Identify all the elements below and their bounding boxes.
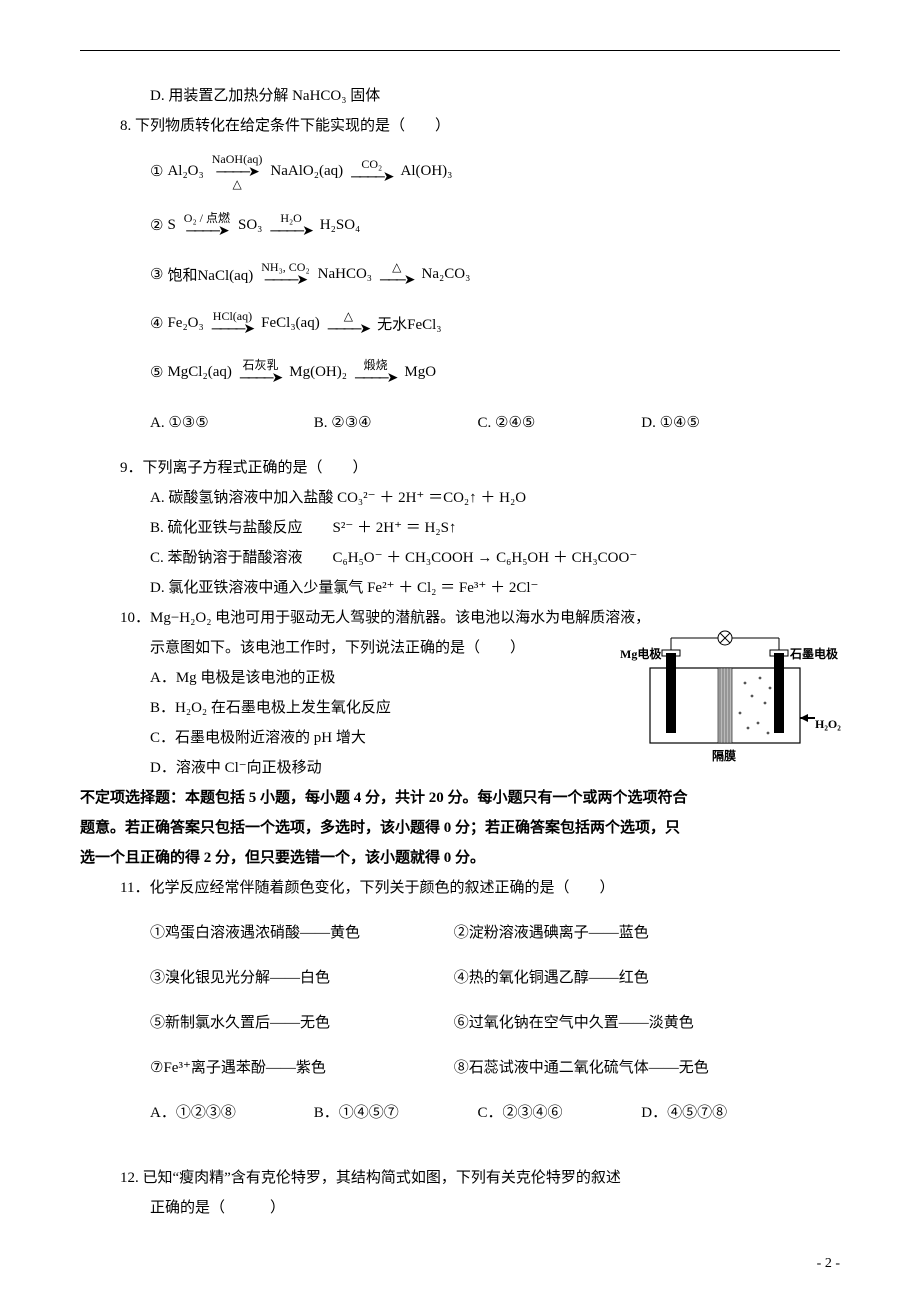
q11-stem: 11．化学反应经常伴随着颜色变化，下列关于颜色的叙述正确的是（ ） <box>80 873 840 903</box>
q7-option-d: D. 用装置乙加热分解 NaHCO₃ 固体 <box>80 81 840 111</box>
label-h2o2: H₂O₂ <box>815 717 841 731</box>
q8-reaction-5: ⑤ MgCl₂(aq) 石灰乳 ────➤ Mg(OH)₂ 煅烧 ────➤ M… <box>80 359 840 386</box>
q9-opt-b: B. 硫化亚铁与盐酸反应 S²⁻ ＋ 2H⁺ ＝ H₂S↑ <box>80 513 840 543</box>
q11-item-1: ①鸡蛋白溶液遇浓硝酸——黄色 <box>150 918 450 948</box>
q8-reaction-4: ④ Fe₂O₃ HCl(aq) ────➤ FeCl₃(aq) △ ────➤ … <box>80 310 840 337</box>
q11-row3: ⑤新制氯水久置后——无色 ⑥过氧化钠在空气中久置——淡黄色 <box>80 1008 840 1038</box>
q8-reaction-1: ① Al₂O₃ NaOH(aq) ────➤ △ NaAlO₂(aq) CO₂ … <box>80 153 840 190</box>
species: MgCl₂(aq) <box>167 364 231 381</box>
species: NaAlO₂(aq) <box>270 163 343 180</box>
species: 饱和NaCl(aq) <box>167 264 253 285</box>
q8-opt-b: B. ②③④ <box>314 408 474 438</box>
q12-line2: 正确的是（ ） <box>80 1193 840 1223</box>
page: D. 用装置乙加热分解 NaHCO₃ 固体 8. 下列物质转化在给定条件下能实现… <box>0 0 920 1302</box>
q8-reaction-2: ② S O₂ / 点燃 ────➤ SO₃ H₂O ────➤ H₂SO₄ <box>80 212 840 239</box>
arrow-icon: △ ───➤ <box>380 261 414 288</box>
arrow-icon: NH₃, CO₂ ────➤ <box>261 261 309 288</box>
circ-4: ④ <box>150 314 163 333</box>
arrow-icon: 煅烧 ────➤ <box>355 359 396 386</box>
species: FeCl₃(aq) <box>261 315 320 332</box>
instruction-line3: 选一个且正确的得 2 分，但只要选错一个，该小题就得 0 分。 <box>80 843 840 873</box>
spacer <box>80 1143 840 1163</box>
top-rule <box>80 50 840 51</box>
q8-opt-a: A. ①③⑤ <box>150 408 310 438</box>
q11-opt-d: D．④⑤⑦⑧ <box>641 1098 801 1128</box>
species: Al(OH)₃ <box>401 163 453 180</box>
species: H₂SO₄ <box>320 217 360 234</box>
species: NaHCO₃ <box>318 266 372 283</box>
q11-row4: ⑦Fe³⁺离子遇苯酚——紫色 ⑧石蕊试液中通二氧化硫气体——无色 <box>80 1053 840 1083</box>
q11-opt-b: B．①④⑤⑦ <box>314 1098 474 1128</box>
circ-1: ① <box>150 162 163 181</box>
arrow-icon: HCl(aq) ────➤ <box>212 310 253 337</box>
arrow-icon: △ ────➤ <box>328 310 369 337</box>
arrow-icon: O₂ / 点燃 ────➤ <box>184 212 230 239</box>
species: Fe₂O₃ <box>167 315 203 332</box>
q11-item-6: ⑥过氧化钠在空气中久置——淡黄色 <box>454 1008 694 1038</box>
arrow-icon: NaOH(aq) ────➤ △ <box>212 153 263 190</box>
q11-opt-c: C．②③④⑥ <box>478 1098 638 1128</box>
q9-stem: 9．下列离子方程式正确的是（ ） <box>80 453 840 483</box>
q8-opt-d: D. ①④⑤ <box>641 408 801 438</box>
q11-item-8: ⑧石蕊试液中通二氧化硫气体——无色 <box>454 1053 709 1083</box>
instruction-line1: 不定项选择题：本题包括 5 小题，每小题 4 分，共计 20 分。每小题只有一个… <box>80 783 840 813</box>
q11-row2: ③溴化银见光分解——白色 ④热的氧化铜遇乙醇——红色 <box>80 963 840 993</box>
species: Na₂CO₃ <box>422 266 471 283</box>
species: Al₂O₃ <box>167 163 203 180</box>
arrow-icon: H₂O ────➤ <box>270 212 311 239</box>
label-mg: Mg电极 <box>620 646 662 661</box>
q9-opt-d: D. 氯化亚铁溶液中通入少量氯气 Fe²⁺ ＋ Cl₂ ＝ Fe³⁺ ＋ 2Cl… <box>80 573 840 603</box>
q11-row1: ①鸡蛋白溶液遇浓硝酸——黄色 ②淀粉溶液遇碘离子——蓝色 <box>80 918 840 948</box>
q8-opt-c: C. ②④⑤ <box>478 408 638 438</box>
circ-2: ② <box>150 216 163 235</box>
q8-stem: 8. 下列物质转化在给定条件下能实现的是（ ） <box>80 111 840 141</box>
label-membrane: 隔膜 <box>712 748 736 763</box>
q11-item-7: ⑦Fe³⁺离子遇苯酚——紫色 <box>150 1053 450 1083</box>
q10-block: 10．Mg−H₂O₂ 电池可用于驱动无人驾驶的潜航器。该电池以海水为电解质溶液，… <box>80 603 840 783</box>
circ-3: ③ <box>150 265 163 284</box>
q8-reaction-3: ③ 饱和NaCl(aq) NH₃, CO₂ ────➤ NaHCO₃ △ ───… <box>80 261 840 288</box>
species: S <box>167 217 175 234</box>
label-graphite: 石墨电极 <box>789 646 839 661</box>
q11-options: A．①②③⑧ B．①④⑤⑦ C．②③④⑥ D．④⑤⑦⑧ <box>80 1098 840 1128</box>
q11-item-4: ④热的氧化铜遇乙醇——红色 <box>454 963 649 993</box>
circ-5: ⑤ <box>150 363 163 382</box>
arrow-icon: CO₂ ────➤ <box>351 158 392 185</box>
instruction-line2: 题意。若正确答案只包括一个选项，多选时，该小题得 0 分；若正确答案包括两个选项… <box>80 813 840 843</box>
q9-opt-c: C. 苯酚钠溶于醋酸溶液 C₆H₅O⁻ ＋ CH₃COOH → C₆H₅OH ＋… <box>80 543 840 573</box>
species: MgO <box>404 364 436 381</box>
species: Mg(OH)₂ <box>289 364 347 381</box>
species: 无水FeCl₃ <box>377 313 441 334</box>
q12-line1: 12. 已知“瘦肉精”含有克伦特罗，其结构简式如图，下列有关克伦特罗的叙述 <box>80 1163 840 1193</box>
arrow-icon: 石灰乳 ────➤ <box>240 359 281 386</box>
q9-opt-a: A. 碳酸氢钠溶液中加入盐酸 CO₃²⁻ ＋ 2H⁺ ＝CO₂↑ ＋ H₂O <box>80 483 840 513</box>
battery-diagram: Mg电极 石墨电极 H₂O₂ 隔膜 <box>620 628 850 768</box>
page-number: - 2 - <box>817 1256 840 1272</box>
q11-item-2: ②淀粉溶液遇碘离子——蓝色 <box>454 918 649 948</box>
q8-options: A. ①③⑤ B. ②③④ C. ②④⑤ D. ①④⑤ <box>80 408 840 438</box>
q11-opt-a: A．①②③⑧ <box>150 1098 310 1128</box>
q11-item-3: ③溴化银见光分解——白色 <box>150 963 450 993</box>
species: SO₃ <box>238 217 262 234</box>
q11-item-5: ⑤新制氯水久置后——无色 <box>150 1008 450 1038</box>
